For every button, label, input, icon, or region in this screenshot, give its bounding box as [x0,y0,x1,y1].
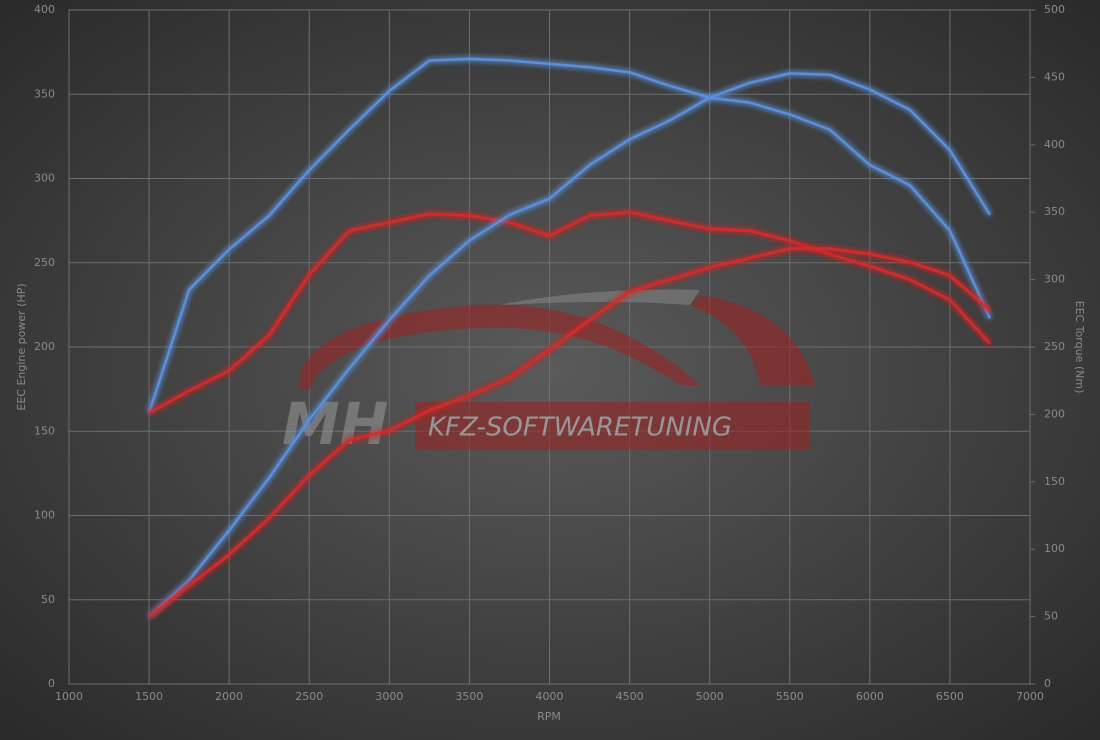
x-tick-label: 6500 [936,690,964,703]
x-tick-label: 6000 [856,690,884,703]
x-tick-label: 7000 [1016,690,1044,703]
x-tick-label: 5000 [696,690,724,703]
y2-tick-label: 200 [1044,407,1065,420]
x-tick-label: 4500 [616,690,644,703]
y2-tick-label: 50 [1044,610,1058,623]
x-tick-label: 1000 [55,690,83,703]
y-tick-label: 200 [34,340,55,353]
y2-tick-label: 350 [1044,205,1065,218]
y-tick-label: 250 [34,256,55,269]
y2-tick-label: 0 [1044,677,1051,690]
y-tick-label: 0 [48,677,55,690]
logo-band [415,402,810,450]
series-line [147,57,992,414]
y-tick-label: 350 [34,87,55,100]
y2-tick-label: 250 [1044,340,1065,353]
watermark-text: MH [282,390,388,458]
watermark: MH KFZ-SOFTWARETUNING [282,289,815,458]
y-tick-label: 100 [34,509,55,522]
x-tick-label: 2000 [215,690,243,703]
y2-axis-label: EEC Torque (Nm) [1073,301,1086,394]
y2-tick-label: 400 [1044,138,1065,151]
y-tick-label: 150 [34,424,55,437]
series-layer [147,57,992,618]
y2-tick-label: 100 [1044,542,1065,555]
x-axis-label: RPM [537,710,561,723]
x-tick-label: 3000 [375,690,403,703]
series-line [148,247,991,618]
y2-tick-label: 300 [1044,273,1065,286]
logo-shape [690,295,815,385]
y-tick-label: 400 [34,3,55,16]
x-tick-label: 4000 [536,690,564,703]
y-tick-label: 50 [41,593,55,606]
logo-shape [500,289,700,305]
y-axis-label: EEC Engine power (HP) [15,283,28,410]
y2-tick-label: 450 [1044,70,1065,83]
logo-shape [299,304,700,390]
x-tick-label: 5500 [776,690,804,703]
x-tick-label: 3500 [455,690,483,703]
x-tick-label: 1500 [135,690,163,703]
x-tick-label: 2500 [295,690,323,703]
series-line [148,210,991,414]
y2-tick-label: 150 [1044,475,1065,488]
y2-tick-label: 500 [1044,3,1065,16]
y-tick-label: 300 [34,172,55,185]
series-line [148,72,992,618]
watermark-text: KFZ-SOFTWARETUNING [428,413,732,443]
